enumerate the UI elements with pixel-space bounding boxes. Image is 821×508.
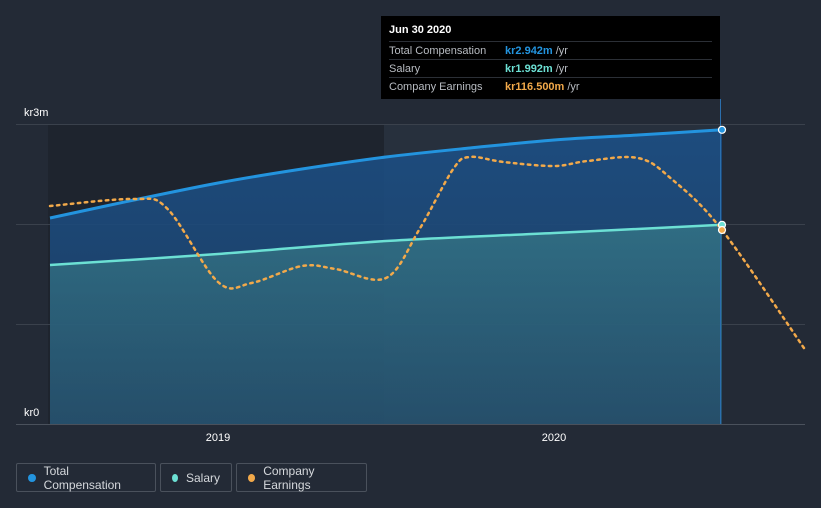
tooltip-label: Company Earnings bbox=[389, 80, 483, 93]
total-compensation-line bbox=[49, 128, 723, 220]
tooltip-label: Salary bbox=[389, 62, 421, 75]
tooltip-value: kr1.992m bbox=[505, 62, 553, 75]
y-tick-label: kr3m bbox=[24, 107, 48, 119]
salary-area bbox=[50, 224, 722, 424]
tooltip-label: Total Compensation bbox=[389, 44, 487, 57]
tooltip-date: Jun 30 2020 bbox=[389, 24, 452, 36]
tooltip-value: kr116.500m bbox=[505, 80, 565, 93]
legend-company-earnings[interactable]: Company Earnings bbox=[236, 463, 367, 492]
company-earnings-dot-icon bbox=[248, 473, 256, 482]
x-tick-label: 2020 bbox=[542, 432, 566, 444]
tooltip-unit: /yr bbox=[555, 44, 568, 57]
tooltip-row-company-earnings: Company Earnings kr116.500m /yr bbox=[389, 77, 712, 95]
company-earnings-point bbox=[717, 225, 727, 235]
legend-salary[interactable]: Salary bbox=[160, 463, 232, 492]
legend-label: Salary bbox=[185, 470, 220, 485]
salary-dot-icon bbox=[172, 473, 178, 482]
x-tick-label: 2019 bbox=[206, 432, 230, 444]
legend-label: Total Compensation bbox=[43, 463, 121, 492]
tooltip-row-total-compensation: Total Compensation kr2.942m /yr bbox=[389, 41, 712, 59]
legend-total-compensation[interactable]: Total Compensation bbox=[16, 463, 156, 492]
tooltip-unit: /yr bbox=[555, 62, 568, 75]
legend-label: Company Earnings bbox=[263, 463, 315, 492]
total-compensation-point bbox=[717, 125, 727, 134]
total-compensation-dot-icon bbox=[28, 473, 36, 482]
company-earnings-line bbox=[48, 155, 808, 353]
tooltip-value: kr2.942m bbox=[505, 44, 553, 57]
tooltip-row-salary: Salary kr1.992m /yr bbox=[389, 59, 712, 77]
y-tick-label: kr0 bbox=[24, 407, 39, 419]
hover-tooltip: Jun 30 2020 Total Compensation kr2.942m … bbox=[381, 16, 720, 99]
salary-line bbox=[49, 223, 723, 267]
tooltip-unit: /yr bbox=[567, 80, 580, 93]
